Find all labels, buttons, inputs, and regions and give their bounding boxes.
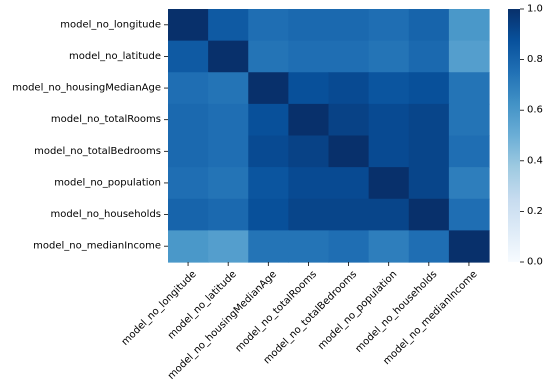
heatmap-cell-2-7 <box>448 72 490 105</box>
heatmap-cell-0-6 <box>408 9 450 42</box>
y-tick-label: model_no_medianIncome <box>33 241 161 252</box>
colorbar <box>508 9 520 262</box>
x-tick-label: model_no_population <box>316 269 399 352</box>
heatmap-cell-2-1 <box>208 72 249 105</box>
heatmap-cell-1-7 <box>448 40 490 73</box>
x-tick-label: model_no_totalRooms <box>233 269 319 355</box>
heatmap-cell-1-0 <box>168 40 209 73</box>
heatmap-cell-3-5 <box>368 103 410 137</box>
heatmap-cell-3-6 <box>408 103 450 137</box>
colorbar-tick-label: 0.0 <box>527 257 543 268</box>
heatmap-cell-7-3 <box>288 230 330 263</box>
heatmap-cell-1-3 <box>288 40 330 73</box>
heatmap-cell-3-2 <box>248 103 289 137</box>
heatmap-cell-6-1 <box>208 198 249 231</box>
heatmap-cell-5-1 <box>208 167 249 200</box>
heatmap-cell-0-0 <box>168 9 209 42</box>
colorbar-tick-label: 0.6 <box>527 105 543 116</box>
heatmap-cell-5-3 <box>288 167 330 200</box>
colorbar-tick-label: 0.2 <box>527 206 543 217</box>
heatmap-cell-5-2 <box>248 167 289 200</box>
heatmap-cell-1-1 <box>208 40 249 73</box>
heatmap-cell-4-0 <box>168 135 209 168</box>
heatmap-cell-4-6 <box>408 135 450 168</box>
y-tick-label: model_no_population <box>54 177 161 188</box>
heatmap-cell-1-5 <box>368 40 410 73</box>
heatmap-cell-1-4 <box>328 40 370 73</box>
heatmap-cell-6-7 <box>448 198 490 231</box>
heatmap-cells <box>168 9 490 263</box>
heatmap-cell-0-3 <box>288 9 330 42</box>
y-tick-label: model_no_housingMedianAge <box>12 83 161 94</box>
heatmap-cell-2-2 <box>248 72 289 105</box>
heatmap-cell-6-3 <box>288 198 330 231</box>
heatmap-cell-3-0 <box>168 103 209 137</box>
y-tick-label: model_no_latitude <box>69 51 161 62</box>
heatmap-cell-6-5 <box>368 198 410 231</box>
heatmap-cell-0-1 <box>208 9 249 42</box>
heatmap-cell-7-0 <box>168 230 209 263</box>
heatmap-cell-1-2 <box>248 40 289 73</box>
heatmap-cell-5-5 <box>368 167 410 200</box>
y-tick-label: model_no_households <box>50 209 161 220</box>
heatmap-cell-0-4 <box>328 9 370 42</box>
x-tick-label: model_no_latitude <box>166 269 239 342</box>
heatmap-cell-7-4 <box>328 230 370 263</box>
colorbar-tick-label: 1.0 <box>527 4 543 15</box>
y-tick-label: model_no_totalRooms <box>51 114 161 125</box>
heatmap-cell-0-7 <box>448 9 490 42</box>
heatmap-cell-5-0 <box>168 167 209 200</box>
heatmap-cell-0-5 <box>368 9 410 42</box>
heatmap-cell-4-7 <box>448 135 490 168</box>
y-tick-label: model_no_longitude <box>60 19 161 30</box>
heatmap-cell-4-2 <box>248 135 289 168</box>
heatmap-cell-7-2 <box>248 230 289 263</box>
heatmap-cell-2-3 <box>288 72 330 105</box>
heatmap-cell-1-6 <box>408 40 450 73</box>
heatmap-cell-2-6 <box>408 72 450 105</box>
heatmap-cell-3-1 <box>208 103 249 137</box>
heatmap-cell-7-5 <box>368 230 410 263</box>
heatmap-cell-4-1 <box>208 135 249 168</box>
heatmap-cell-6-6 <box>408 198 450 231</box>
heatmap-cell-5-6 <box>408 167 450 200</box>
colorbar-tick-label: 0.4 <box>527 155 543 166</box>
y-tick-labels: model_no_longitude model_no_latitudemodel… <box>12 19 168 252</box>
heatmap-cell-2-5 <box>368 72 410 105</box>
x-tick-labels: model_no_longitudemodel_no_latitudemodel… <box>120 262 480 382</box>
x-tick-label: model_no_households <box>354 269 440 355</box>
heatmap-cell-7-6 <box>408 230 450 263</box>
y-tick-label: model_no_totalBedrooms <box>34 146 161 157</box>
x-tick-label: model_no_longitude <box>120 269 199 348</box>
colorbar-ticks: 0.0 0.2 0.4 0.6 0.8 1.0 <box>520 4 543 268</box>
heatmap-cell-4-4 <box>328 135 370 168</box>
heatmap-cell-6-0 <box>168 198 209 231</box>
heatmap-cell-5-7 <box>448 167 490 200</box>
heatmap-cell-6-4 <box>328 198 370 231</box>
heatmap-cell-2-0 <box>168 72 209 105</box>
heatmap-cell-3-7 <box>448 103 490 137</box>
heatmap-cell-3-3 <box>288 103 330 137</box>
colorbar-tick-label: 0.8 <box>527 54 543 65</box>
heatmap-cell-6-2 <box>248 198 289 231</box>
heatmap-cell-4-5 <box>368 135 410 168</box>
heatmap-cell-0-2 <box>248 9 289 42</box>
heatmap-cell-2-4 <box>328 72 370 105</box>
heatmap-cell-7-7 <box>448 230 490 263</box>
heatmap-cell-5-4 <box>328 167 370 200</box>
heatmap-cell-7-1 <box>208 230 249 263</box>
heatmap-cell-3-4 <box>328 103 370 137</box>
heatmap-cell-4-3 <box>288 135 330 168</box>
